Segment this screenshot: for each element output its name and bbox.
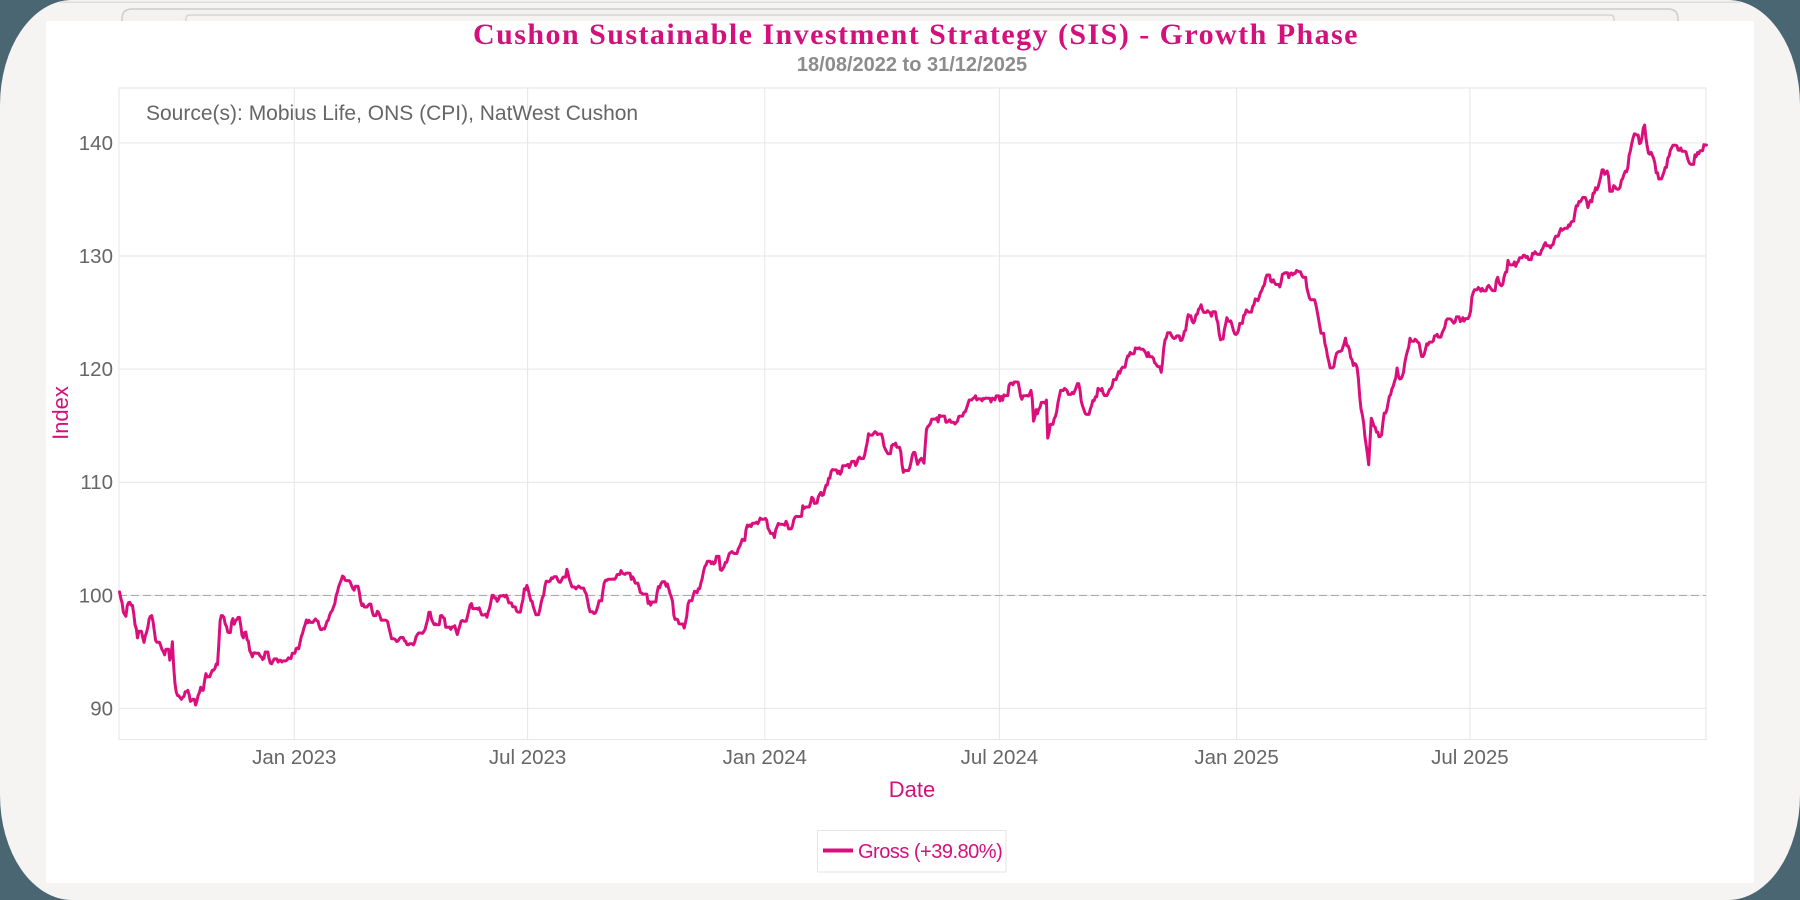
svg-text:90: 90: [90, 697, 113, 720]
svg-text:Jul 2023: Jul 2023: [489, 746, 567, 769]
svg-text:140: 140: [79, 132, 113, 155]
svg-text:Date: Date: [889, 777, 935, 802]
svg-text:Source(s): Mobius Life, ONS (C: Source(s): Mobius Life, ONS (CPI), NatWe…: [146, 102, 638, 125]
svg-text:100: 100: [79, 584, 113, 607]
svg-text:Gross (+39.80%): Gross (+39.80%): [858, 841, 1002, 863]
svg-text:18/08/2022 to 31/12/2025: 18/08/2022 to 31/12/2025: [797, 54, 1027, 76]
svg-text:130: 130: [79, 245, 113, 268]
svg-text:Jan 2024: Jan 2024: [723, 746, 807, 769]
svg-text:Jan 2025: Jan 2025: [1194, 746, 1278, 769]
svg-text:Index: Index: [48, 386, 73, 440]
svg-text:110: 110: [80, 471, 113, 494]
svg-text:Jul 2024: Jul 2024: [961, 746, 1039, 769]
svg-text:Jul 2025: Jul 2025: [1431, 746, 1509, 769]
svg-text:Jan 2023: Jan 2023: [252, 746, 336, 769]
svg-text:Cushon Sustainable Investment: Cushon Sustainable Investment Strategy (…: [473, 18, 1359, 51]
svg-text:120: 120: [79, 358, 113, 381]
